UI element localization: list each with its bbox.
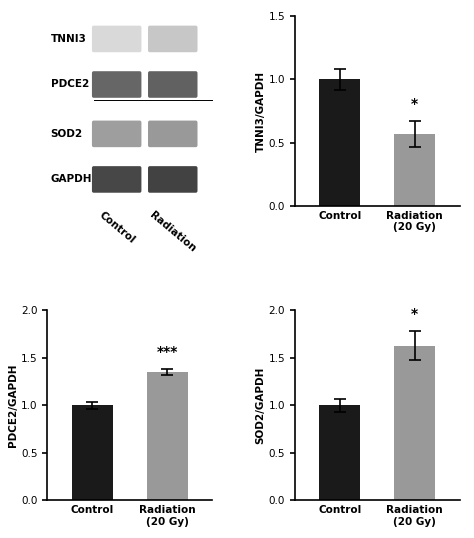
Bar: [319, 406, 360, 500]
Text: GAPDH: GAPDH: [51, 174, 92, 185]
Y-axis label: SOD2/GAPDH: SOD2/GAPDH: [255, 367, 266, 444]
Text: Radiation: Radiation: [148, 210, 198, 254]
Bar: [394, 134, 436, 206]
Bar: [319, 80, 360, 206]
Y-axis label: TNNI3/GAPDH: TNNI3/GAPDH: [255, 70, 266, 152]
Text: *: *: [411, 307, 419, 321]
Text: Control: Control: [97, 210, 137, 245]
Text: *: *: [411, 97, 419, 111]
FancyBboxPatch shape: [148, 121, 198, 147]
FancyBboxPatch shape: [92, 121, 141, 147]
Text: SOD2: SOD2: [51, 129, 83, 139]
Y-axis label: PDCE2/GAPDH: PDCE2/GAPDH: [8, 364, 18, 447]
FancyBboxPatch shape: [92, 166, 141, 193]
FancyBboxPatch shape: [92, 26, 141, 52]
FancyBboxPatch shape: [148, 26, 198, 52]
FancyBboxPatch shape: [92, 71, 141, 98]
Bar: [394, 345, 436, 500]
Text: PDCE2: PDCE2: [51, 80, 89, 89]
FancyBboxPatch shape: [148, 166, 198, 193]
Bar: [72, 406, 113, 500]
FancyBboxPatch shape: [148, 71, 198, 98]
Bar: [147, 372, 188, 500]
Text: ***: ***: [157, 345, 178, 359]
Text: TNNI3: TNNI3: [51, 34, 87, 44]
